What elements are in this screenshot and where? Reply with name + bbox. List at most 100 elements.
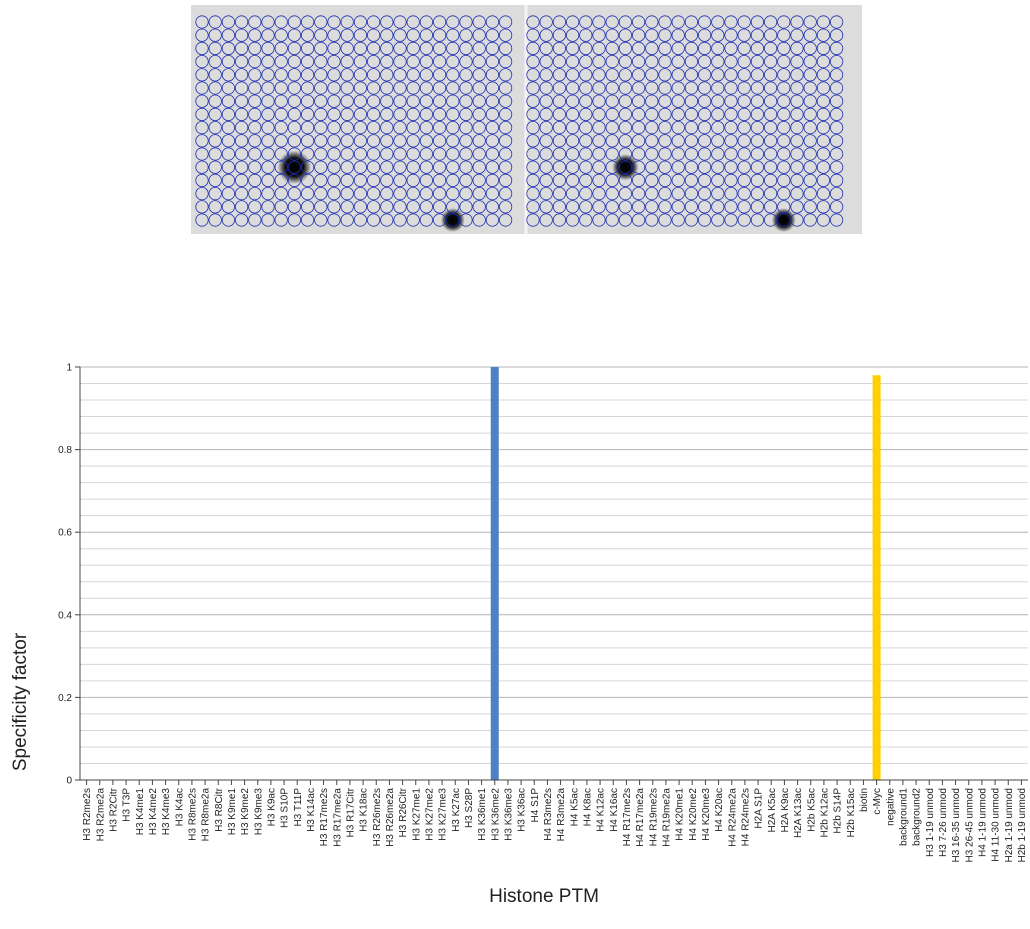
array-spot-circle — [711, 107, 725, 122]
array-spot-circle — [208, 147, 222, 161]
array-spot-circle — [459, 54, 473, 69]
array-spot-circle — [301, 121, 315, 135]
array-spot-circle — [605, 41, 619, 56]
array-spot-circle — [777, 173, 791, 187]
array-spot-circle — [658, 81, 672, 95]
array-spot-circle — [803, 173, 817, 187]
array-spot-circle — [327, 81, 341, 95]
array-spot-circle — [605, 134, 619, 148]
array-spot-circle — [221, 54, 236, 69]
array-spot-circle — [459, 81, 473, 95]
array-spot-circle — [579, 28, 593, 42]
x-tick-label: H4 R3me2a — [556, 788, 567, 842]
array-spot-circle — [261, 134, 275, 148]
array-spot-circle — [459, 160, 473, 174]
array-spot-circle — [777, 213, 791, 227]
array-spot-circle — [393, 160, 407, 174]
array-spot-circle — [803, 54, 817, 69]
array-spot-circle — [816, 213, 831, 227]
x-tick-label: H3 K18ac — [359, 788, 370, 832]
array-spot-circle — [459, 68, 473, 82]
array-spot-circle — [816, 94, 831, 108]
x-tick-label: H3 R8me2a — [201, 788, 212, 842]
array-spot-circle — [552, 107, 566, 122]
array-spot-circle — [605, 200, 619, 214]
array-spot-circle — [433, 213, 447, 227]
array-spot-circle — [592, 173, 606, 187]
x-tick-label: H4 K12ac — [596, 788, 607, 832]
array-spot-circle — [433, 200, 447, 214]
y-tick-label: 0.6 — [58, 528, 72, 539]
array-spot-circle — [645, 200, 659, 214]
array-spot-circle — [472, 68, 486, 82]
array-spot-circle — [579, 147, 593, 161]
x-tick-label: H4 K20me1 — [675, 788, 686, 841]
array-spot-circle — [737, 121, 751, 135]
array-spot-circle — [829, 107, 844, 122]
array-spot-circle — [393, 41, 407, 56]
x-tick-label: H3 K9me3 — [253, 788, 264, 836]
array-spot-circle — [248, 121, 262, 135]
array-spot-circle — [314, 15, 328, 29]
array-spot-circle — [393, 173, 407, 187]
array-spot-circle — [485, 15, 499, 29]
array-spot-circle — [327, 41, 341, 56]
array-spot-circle — [526, 147, 540, 161]
array-spot-circle — [433, 68, 447, 82]
array-spot-circle — [419, 81, 433, 95]
array-spot-circle — [777, 187, 791, 201]
array-spot-circle — [777, 147, 791, 161]
array-spot-circle — [750, 160, 765, 174]
array-spot-circle — [737, 81, 751, 95]
array-spot-circle — [816, 81, 831, 95]
array-spot-circle — [618, 54, 632, 69]
array-spot-circle — [592, 15, 606, 29]
array-spot-circle — [406, 200, 420, 214]
array-spot-circle — [248, 187, 262, 201]
array-spot-circle — [777, 54, 791, 69]
array-spot-circle — [592, 160, 606, 174]
array-spot-circle — [340, 134, 354, 148]
array-spot-circle — [433, 121, 447, 135]
array-spot-circle — [261, 54, 275, 69]
x-tick-label: H3 K36me3 — [503, 788, 514, 841]
array-spot-circle — [208, 81, 222, 95]
array-spot-circle — [261, 147, 275, 161]
array-spot-circle — [301, 28, 315, 42]
array-spot-circle — [763, 15, 778, 29]
array-spot-circle — [340, 200, 354, 214]
array-spot-circle — [711, 94, 725, 108]
array-spot-circle — [658, 121, 672, 135]
array-spot-circle — [671, 160, 685, 174]
array-spot-circle — [829, 15, 844, 29]
array-spot-circle — [631, 41, 646, 56]
array-spot-circle — [393, 54, 407, 69]
array-spot-circle — [261, 173, 275, 187]
array-spot-circle — [526, 41, 540, 56]
array-spot-circle — [287, 213, 302, 227]
array-spot-circle — [446, 68, 460, 82]
array-spot-circle — [248, 134, 262, 148]
array-spot-circle — [579, 54, 593, 69]
array-spot-circle — [829, 81, 844, 95]
array-spot-circle — [737, 160, 751, 174]
array-spot-circle — [287, 107, 302, 122]
array-spot-circle — [380, 200, 394, 214]
array-spot-circle — [472, 147, 486, 161]
array-spot-circle — [790, 68, 804, 82]
array-spot-circle — [790, 160, 804, 174]
array-spot-circle — [367, 187, 381, 201]
array-spot-circle — [684, 54, 698, 69]
array-spot-circle — [433, 41, 447, 56]
array-spot-circle — [221, 213, 236, 227]
array-spot-circle — [579, 107, 593, 122]
array-spot-circle — [446, 107, 460, 122]
array-spot-circle — [711, 187, 725, 201]
array-spot-circle — [498, 134, 513, 148]
array-spot-circle — [658, 41, 672, 56]
array-spot-circle — [645, 68, 659, 82]
array-spot-circle — [552, 134, 566, 148]
array-spot-circle — [724, 200, 738, 214]
array-spot-circle — [485, 147, 499, 161]
array-spot-circle — [803, 147, 817, 161]
